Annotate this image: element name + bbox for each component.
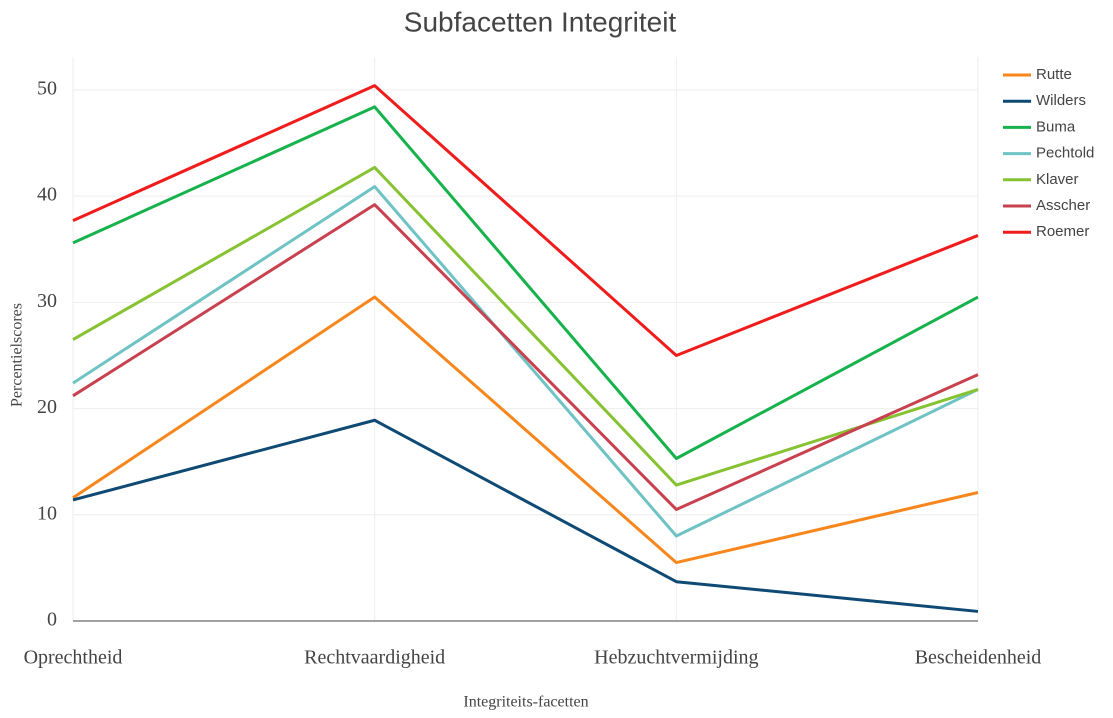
legend-label: Asscher: [1036, 197, 1090, 214]
series-line: [72, 185, 979, 538]
series-line: [72, 418, 979, 613]
legend-label: Roemer: [1036, 223, 1089, 240]
y-tick-label: 40: [37, 184, 57, 206]
y-tick-label: 50: [37, 78, 57, 100]
series-line: [72, 105, 979, 460]
series-line: [72, 203, 979, 511]
y-axis-title: Percentielscores: [9, 303, 26, 407]
y-tick-label: 10: [37, 502, 57, 524]
legend-label: Buma: [1036, 118, 1076, 135]
x-tick-label: Oprechtheid: [24, 647, 123, 669]
legend-label: Klaver: [1036, 171, 1079, 188]
y-tick-label: 0: [47, 609, 57, 631]
x-tick-label: Hebzuchtvermijding: [594, 647, 758, 669]
legend-label: Pechtold: [1036, 145, 1094, 162]
legend-label: Rutte: [1036, 66, 1072, 83]
x-tick-label: Rechtvaardigheid: [304, 647, 445, 669]
x-axis-title: Integriteits-facetten: [463, 694, 588, 711]
series-line: [72, 165, 979, 487]
series-line: [72, 84, 979, 357]
series-line: [72, 295, 979, 565]
y-tick-label: 30: [37, 290, 57, 312]
chart-title: Subfacetten Integriteit: [404, 6, 677, 37]
y-tick-label: 20: [37, 396, 57, 418]
legend-label: Wilders: [1036, 92, 1086, 109]
x-tick-label: Bescheidenheid: [915, 647, 1042, 669]
